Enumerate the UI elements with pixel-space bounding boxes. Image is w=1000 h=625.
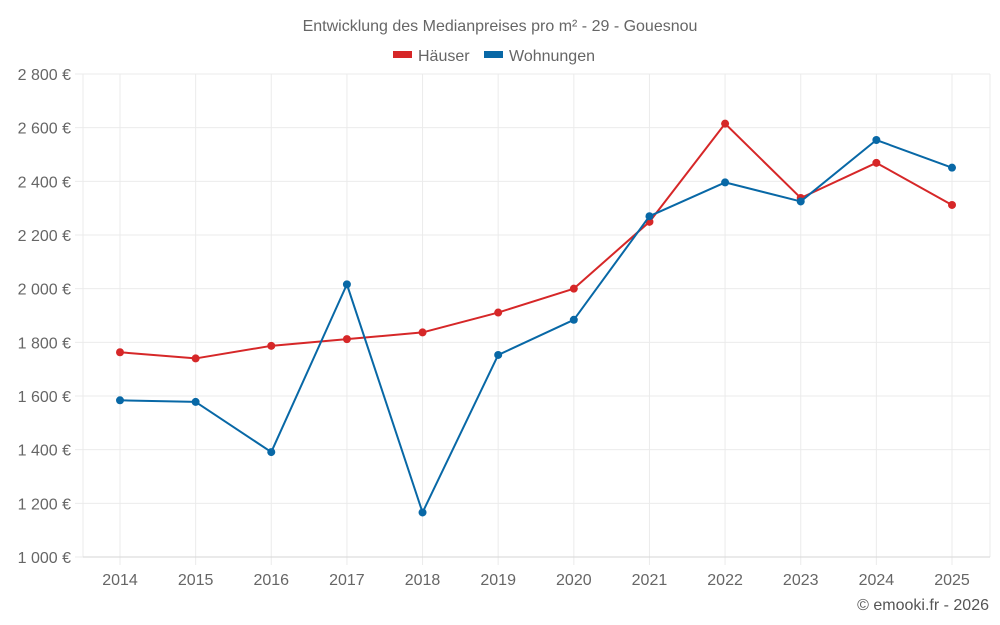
legend-swatch (484, 51, 503, 58)
copyright-credit: © emooki.fr - 2026 (857, 597, 989, 614)
data-point-wohnungen (494, 350, 503, 359)
x-tick-label: 2017 (329, 572, 365, 589)
data-point-huser (494, 308, 503, 317)
y-tick-label: 1 200 € (18, 496, 71, 513)
x-tick-label: 2025 (934, 572, 970, 589)
x-tick-label: 2015 (178, 572, 214, 589)
data-point-wohnungen (721, 178, 730, 187)
data-point-wohnungen (342, 280, 351, 289)
data-point-wohnungen (948, 163, 956, 172)
data-point-huser (721, 119, 730, 128)
data-point-huser (267, 341, 276, 350)
y-tick-label: 2 800 € (18, 67, 71, 84)
y-tick-label: 2 000 € (18, 282, 71, 299)
grid (75, 73, 991, 565)
x-tick-label: 2021 (632, 572, 668, 589)
y-tick-label: 2 400 € (18, 174, 71, 191)
y-axis: 1 000 € 1 200 € 1 400 € 1 600 € 1 800 € 2 000… (18, 67, 71, 567)
x-tick-label: 2016 (253, 572, 289, 589)
data-point-huser (569, 284, 578, 293)
x-tick-label: 2022 (707, 572, 743, 589)
y-tick-label: 1 400 € (18, 443, 71, 460)
data-point-huser (418, 328, 427, 337)
x-tick-label: 2024 (859, 572, 895, 589)
data-point-huser (116, 348, 124, 357)
legend: Häuser Wohnungen (393, 48, 595, 65)
data-point-huser (191, 354, 200, 363)
x-tick-label: 2018 (405, 572, 441, 589)
y-tick-label: 2 600 € (18, 121, 71, 138)
y-tick-label: 1 600 € (18, 389, 71, 406)
data-point-wohnungen (116, 396, 124, 405)
data-point-wohnungen (418, 508, 427, 517)
y-tick-label: 1 800 € (18, 335, 71, 352)
y-tick-label: 2 200 € (18, 228, 71, 245)
x-tick-label: 2014 (102, 572, 138, 589)
data-point-wohnungen (796, 197, 805, 206)
x-axis: 2014 2015 2016 2017 2018 2019 2020 2021 2022 2023… (102, 572, 970, 589)
x-tick-label: 2023 (783, 572, 819, 589)
x-tick-label: 2019 (480, 572, 516, 589)
data-point-huser (948, 200, 956, 209)
legend-label: Wohnungen (509, 48, 595, 65)
legend-swatch (393, 51, 412, 58)
series-line-huser (119, 122, 953, 360)
y-tick-label: 1 000 € (18, 550, 71, 567)
data-point-huser (342, 335, 351, 344)
x-tick-label: 2020 (556, 572, 592, 589)
data-point-wohnungen (267, 448, 276, 457)
data-point-wohnungen (191, 397, 200, 406)
data-point-wohnungen (872, 136, 881, 145)
legend-label: Häuser (418, 48, 470, 65)
series-line-wohnungen (119, 139, 953, 514)
data-point-huser (872, 158, 881, 167)
data-point-wohnungen (645, 212, 654, 221)
data-point-wohnungen (569, 315, 578, 324)
chart-title: Entwicklung des Medianpreises pro m² - 2… (303, 18, 698, 35)
series-group (116, 119, 956, 517)
